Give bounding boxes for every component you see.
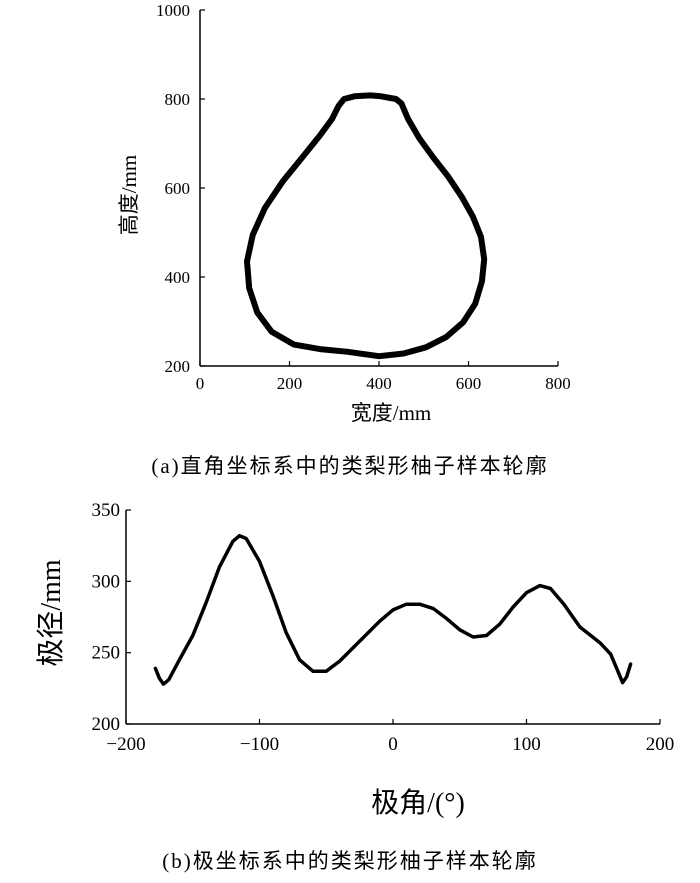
chart-a-y-tick-label: 400 <box>165 268 191 287</box>
chart-a-caption: (a)直角坐标系中的类梨形柚子样本轮廓 <box>151 454 548 478</box>
chart-b-x-tick-label: 200 <box>646 734 675 755</box>
chart-a-x-tick-label: 800 <box>545 374 571 393</box>
chart-a-x-tick-label: 200 <box>277 374 303 393</box>
chart-b-y-tick-label: 300 <box>92 571 121 592</box>
chart-a-y-tick-label: 1000 <box>156 1 190 20</box>
chart-a-y-tick-label: 600 <box>165 179 191 198</box>
chart-a-ticks: 0 200 400 600 800 200 400 600 800 1000 <box>156 1 571 393</box>
chart-a-cartesian-contour: 0 200 400 600 800 200 400 600 800 1000 宽度/mm 高度/m… <box>117 1 571 478</box>
chart-a-x-axis-label: 宽度/mm <box>351 401 432 425</box>
chart-a-y-axis-label: 高度/mm <box>117 155 141 236</box>
chart-b-x-tick-label: −100 <box>240 734 279 755</box>
chart-b-x-tick-label: 0 <box>388 734 398 755</box>
chart-a-y-tick-label: 800 <box>165 90 191 109</box>
chart-b-y-tick-label: 200 <box>92 714 121 735</box>
chart-b-y-tick-label: 250 <box>92 643 121 664</box>
chart-a-contour-line <box>244 92 488 360</box>
chart-b-x-axis-label: 极角/(°) <box>371 787 465 819</box>
chart-a-x-tick-label: 400 <box>366 374 392 393</box>
chart-b-caption: (b)极坐标系中的类梨形柚子样本轮廓 <box>162 849 538 873</box>
chart-a-x-tick-label: 0 <box>196 374 205 393</box>
chart-a-y-tick-label: 200 <box>165 357 191 376</box>
chart-b-radius-line <box>153 533 633 686</box>
chart-b-y-tick-label: 350 <box>92 500 121 521</box>
chart-b-ticks: −200 −100 0 100 200 200 250 300 350 <box>92 500 675 755</box>
chart-a-x-tick-label: 600 <box>456 374 482 393</box>
chart-b-polar-contour: −200 −100 0 100 200 200 250 300 350 极角/(°) 极径/mm… <box>35 500 674 873</box>
chart-b-y-axis-label: 极径/mm <box>35 559 67 667</box>
chart-b-x-tick-label: −200 <box>106 734 145 755</box>
chart-b-x-tick-label: 100 <box>512 734 541 755</box>
